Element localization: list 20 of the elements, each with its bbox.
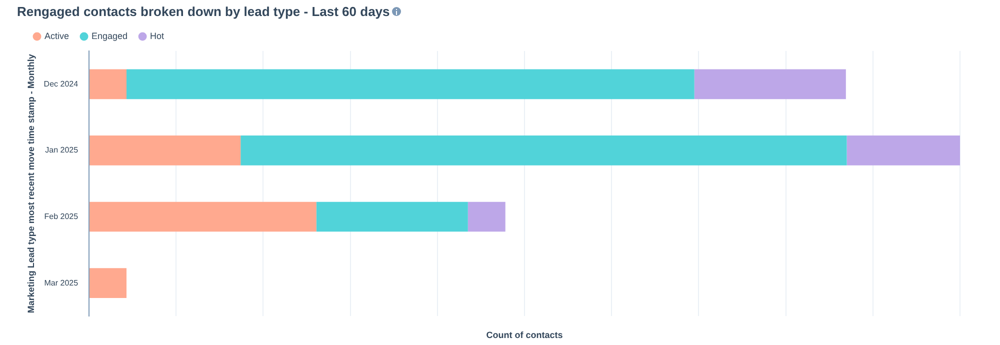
y-axis-title: Marketing Lead type most recent move time stamp - Monthly <box>26 54 36 314</box>
bar <box>316 202 468 232</box>
legend-label: Active <box>44 30 70 41</box>
chart-title: Rengaged contacts broken down by lead type - Last 60 days <box>17 4 390 19</box>
bar <box>846 136 960 166</box>
bar <box>90 69 126 100</box>
bar <box>694 69 846 100</box>
x-axis-title: Count of contacts <box>486 330 563 340</box>
y-tick-label: Dec 2024 <box>44 79 79 88</box>
bar <box>126 69 694 100</box>
legend-label: Hot <box>150 30 165 41</box>
y-tick-label: Feb 2025 <box>44 212 79 221</box>
bar <box>90 268 126 298</box>
bar <box>468 202 506 232</box>
bar <box>240 136 847 166</box>
bar <box>90 136 241 166</box>
y-tick-label: Jan 2025 <box>45 146 79 155</box>
bar <box>90 202 316 232</box>
y-tick-label: Mar 2025 <box>44 278 79 288</box>
legend-label: Engaged <box>92 30 128 41</box>
